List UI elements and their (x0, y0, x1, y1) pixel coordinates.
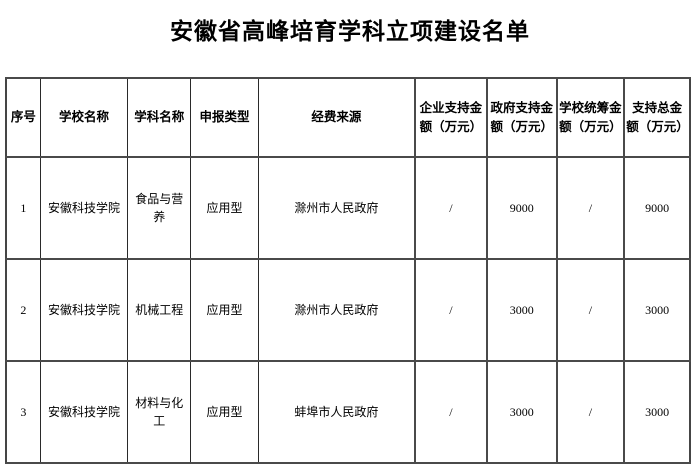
header-cell-enterprise-amount: 企业支持金额（万元） (414, 77, 488, 158)
cell-school: 安徽科技学院 (39, 156, 129, 260)
header-cell-school: 学校名称 (39, 77, 129, 158)
cell-government-amount: 9000 (485, 156, 558, 260)
cell-discipline: 材料与化工 (127, 360, 192, 464)
header-cell-funding-source: 经费来源 (257, 77, 416, 158)
cell-apply-type: 应用型 (190, 156, 259, 260)
cell-apply-type: 应用型 (190, 360, 259, 464)
table-row: 1 安徽科技学院 食品与营养 应用型 滁州市人民政府 / 9000 / 9000 (5, 156, 691, 260)
cell-school-amount: / (555, 156, 625, 260)
cell-index: 1 (5, 156, 41, 260)
cell-school: 安徽科技学院 (39, 258, 129, 362)
cell-enterprise-amount: / (414, 360, 488, 464)
cell-school-amount: / (555, 360, 625, 464)
header-cell-apply-type: 申报类型 (190, 77, 259, 158)
table-header-row: 序号 学校名称 学科名称 申报类型 经费来源 企业支持金额（万元） 政府支持金额… (5, 77, 691, 158)
header-cell-government-amount: 政府支持金额（万元） (485, 77, 558, 158)
page-title: 安徽省高峰培育学科立项建设名单 (170, 18, 530, 44)
cell-enterprise-amount: / (414, 156, 488, 260)
cell-apply-type: 应用型 (190, 258, 259, 362)
table-row: 3 安徽科技学院 材料与化工 应用型 蚌埠市人民政府 / 3000 / 3000 (5, 360, 691, 464)
header-cell-index: 序号 (5, 77, 41, 158)
cell-funding-source: 滁州市人民政府 (257, 156, 416, 260)
table-row: 2 安徽科技学院 机械工程 应用型 滁州市人民政府 / 3000 / 3000 (5, 258, 691, 362)
cell-discipline: 食品与营养 (127, 156, 192, 260)
cell-index: 3 (5, 360, 41, 464)
cell-total-amount: 3000 (623, 258, 691, 362)
header-cell-school-amount: 学校统筹金额（万元） (555, 77, 625, 158)
cell-funding-source: 蚌埠市人民政府 (257, 360, 416, 464)
cell-index: 2 (5, 258, 41, 362)
cell-school: 安徽科技学院 (39, 360, 129, 464)
header-cell-total-amount: 支持总金额（万元） (623, 77, 691, 158)
cell-school-amount: / (555, 258, 625, 362)
cell-funding-source: 滁州市人民政府 (257, 258, 416, 362)
cell-enterprise-amount: / (414, 258, 488, 362)
cell-total-amount: 3000 (623, 360, 691, 464)
cell-discipline: 机械工程 (127, 258, 192, 362)
cell-total-amount: 9000 (623, 156, 691, 260)
header-cell-discipline: 学科名称 (127, 77, 192, 158)
cell-government-amount: 3000 (485, 360, 558, 464)
cell-government-amount: 3000 (485, 258, 558, 362)
disciplines-table: 序号 学校名称 学科名称 申报类型 经费来源 企业支持金额（万元） 政府支持金额… (5, 77, 691, 464)
